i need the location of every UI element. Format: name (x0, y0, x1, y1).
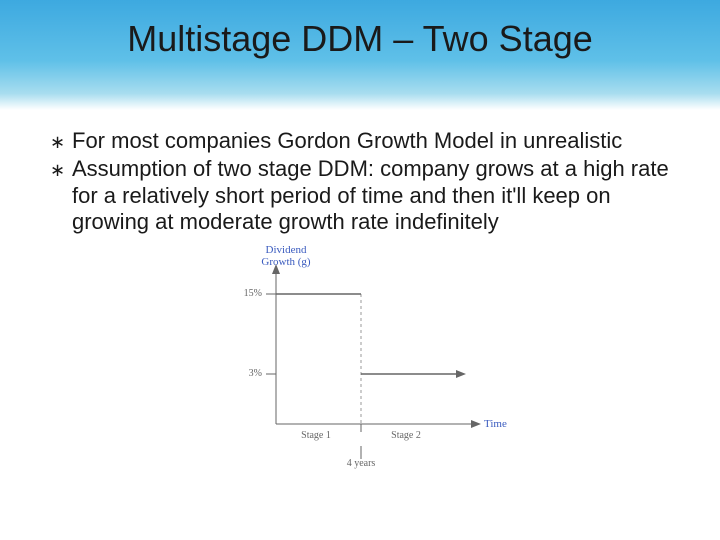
stage-label: Stage 2 (376, 430, 436, 441)
x-axis-label-text: Time (484, 418, 507, 430)
two-stage-growth-chart: Dividend Growth (g) (216, 244, 516, 494)
slide-title: Multistage DDM – Two Stage (127, 18, 593, 60)
bullet-text: Assumption of two stage DDM: company gro… (72, 156, 682, 235)
y-tick-label: 3% (234, 368, 262, 379)
x-axis-label: Time (484, 418, 507, 430)
x-tick-4years: 4 years (347, 458, 376, 469)
stage-label: Stage 1 (286, 430, 346, 441)
stage2-label: Stage 2 (391, 430, 421, 441)
slide-content: ∗ For most companies Gordon Growth Model… (0, 110, 720, 494)
stage1-label: Stage 1 (301, 430, 331, 441)
bullet-marker-icon: ∗ (50, 156, 72, 182)
y-tick-label: 15% (234, 288, 262, 299)
chart-container: Dividend Growth (g) (50, 244, 682, 494)
y-tick-15: 15% (244, 288, 262, 299)
x-tick-label: 4 years (331, 458, 391, 469)
y-tick-3: 3% (249, 368, 262, 379)
slide-header: Multistage DDM – Two Stage (0, 0, 720, 110)
bullet-item: ∗ For most companies Gordon Growth Model… (50, 128, 682, 154)
bullet-marker-icon: ∗ (50, 128, 72, 154)
bullet-item: ∗ Assumption of two stage DDM: company g… (50, 156, 682, 235)
bullet-text: For most companies Gordon Growth Model i… (72, 128, 622, 154)
